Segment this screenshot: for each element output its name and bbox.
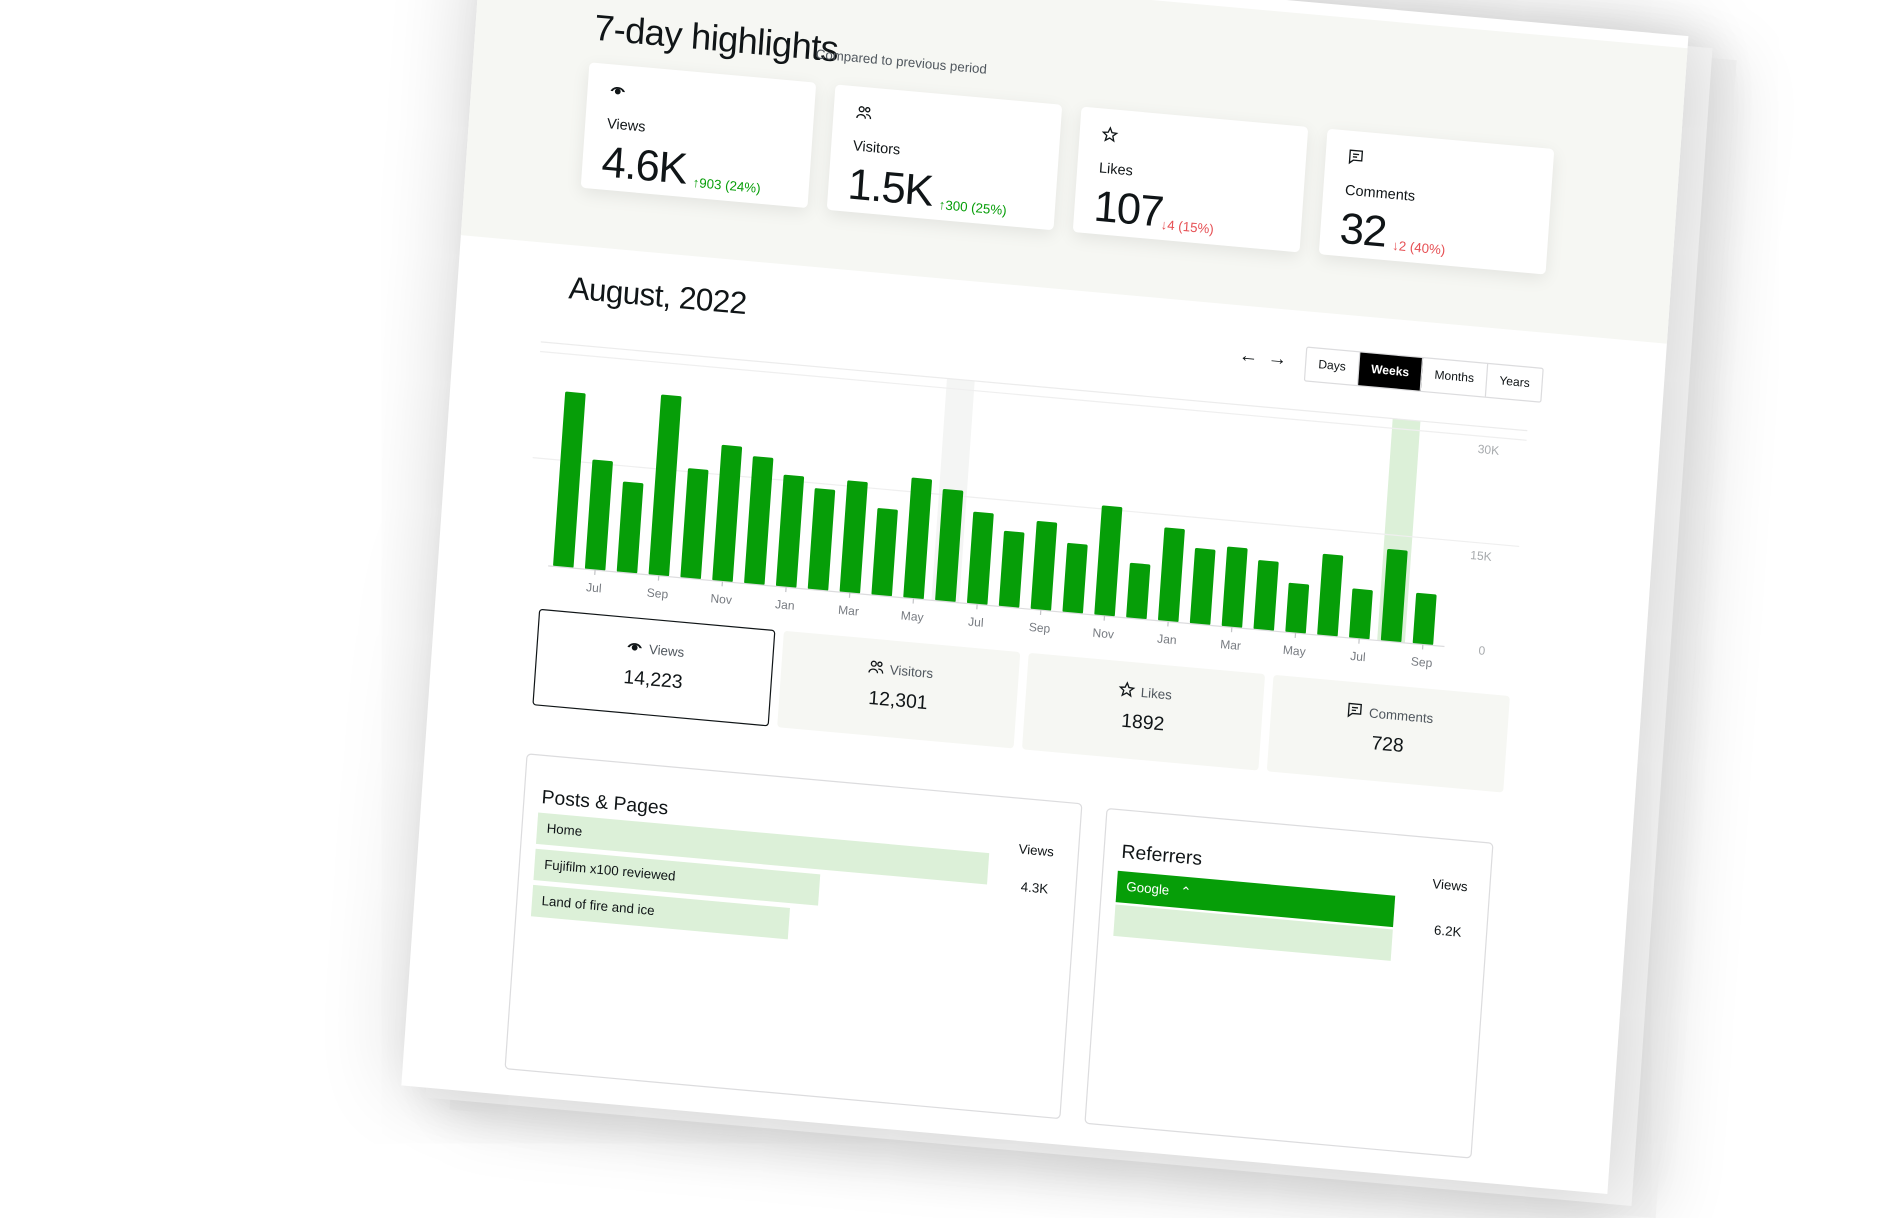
comment-icon — [1345, 701, 1363, 723]
chart-bar[interactable] — [680, 468, 708, 580]
y-tick-label: 15K — [1470, 548, 1492, 564]
chart-bar[interactable] — [712, 445, 742, 583]
gridline — [541, 342, 1528, 431]
posts-views-header: Views — [1018, 842, 1054, 860]
referrer-name: Google — [1126, 880, 1170, 898]
x-tick-label: Mar — [838, 603, 860, 619]
x-tick-label: Sep — [646, 586, 669, 602]
eye-icon — [625, 637, 643, 659]
chart-bar[interactable] — [1031, 521, 1058, 611]
chart-bar[interactable] — [585, 459, 613, 571]
x-tick-label: May — [900, 608, 925, 624]
tile-label: Likes — [1140, 685, 1172, 702]
chart-bar[interactable] — [1190, 548, 1216, 626]
chart-bar[interactable] — [903, 478, 932, 600]
chart-bar[interactable] — [1413, 593, 1437, 646]
gridline — [540, 352, 1527, 441]
chevron-up-icon[interactable]: ⌃ — [1180, 885, 1192, 900]
post-views: 4.3K — [1020, 880, 1048, 897]
x-tick-label: Mar — [1220, 637, 1242, 653]
chart-bar[interactable] — [1062, 543, 1087, 614]
summary-tile-visitors[interactable]: Visitors 12,301 — [777, 631, 1020, 749]
referrers-title: Referrers — [1121, 842, 1203, 871]
referrers-views-header: Views — [1432, 877, 1468, 895]
x-tick-label: Sep — [1410, 654, 1433, 670]
chart-bar[interactable] — [744, 456, 773, 585]
post-title: Land of fire and ice — [541, 894, 655, 919]
chart-bar[interactable] — [1253, 560, 1278, 631]
views-bar-chart: Jul Sep Nov Jan Mar May Jul Sep Nov Jan Mar May Jul S… — [435, 0, 1688, 712]
chart-bar[interactable] — [999, 531, 1025, 609]
chart-bar[interactable] — [1126, 563, 1150, 620]
gridline — [533, 458, 1520, 547]
chart-bar[interactable] — [776, 475, 804, 589]
x-tick-label: May — [1282, 643, 1307, 659]
chart-bar[interactable] — [1285, 583, 1309, 634]
tile-label: Comments — [1369, 706, 1434, 726]
chart-bar[interactable] — [617, 481, 644, 573]
chart-bar[interactable] — [1349, 588, 1373, 639]
stage: 7-day highlights Compared to previous pe… — [0, 0, 1891, 908]
tile-label: Visitors — [889, 663, 933, 681]
chart-bar[interactable] — [840, 480, 868, 594]
y-tick-label: 30K — [1477, 442, 1499, 458]
people-icon — [866, 658, 884, 680]
chart-bar[interactable] — [967, 512, 994, 606]
chart-bar[interactable] — [808, 488, 836, 591]
chart-bar[interactable] — [649, 394, 682, 576]
tile-label: Views — [648, 642, 684, 660]
y-tick-label: 0 — [1478, 643, 1486, 658]
chart-bar[interactable] — [1317, 554, 1343, 637]
x-tick-label: Jan — [775, 597, 795, 613]
x-tick-label: Nov — [710, 591, 732, 607]
x-tick-label: Sep — [1028, 620, 1051, 636]
star-icon — [1117, 680, 1135, 702]
x-tick-label: Nov — [1092, 626, 1114, 642]
chart-bar[interactable] — [1222, 547, 1248, 629]
summary-tile-likes[interactable]: Likes 1892 — [1022, 653, 1265, 771]
x-tick-label: Jan — [1157, 632, 1177, 648]
chart-bar[interactable] — [871, 508, 898, 597]
summary-tile-comments[interactable]: Comments 728 — [1267, 675, 1510, 793]
chart-bar[interactable] — [1094, 505, 1122, 617]
x-tick-label: Jul — [1350, 649, 1366, 664]
chart-bar[interactable] — [553, 392, 586, 569]
x-tick-label: Jul — [586, 580, 602, 595]
referrer-views: 6.2K — [1434, 924, 1462, 941]
post-title: Home — [546, 822, 582, 840]
post-title: Fujifilm x100 reviewed — [544, 858, 676, 884]
stats-page: 7-day highlights Compared to previous pe… — [401, 0, 1688, 1194]
referrers-panel: Referrers Views Google ⌃ 6.2K — [1084, 808, 1493, 1159]
summary-tile-views[interactable]: Views 14,223 — [532, 609, 775, 727]
chart-bar[interactable] — [1158, 527, 1185, 622]
x-tick-label: Jul — [968, 615, 984, 630]
